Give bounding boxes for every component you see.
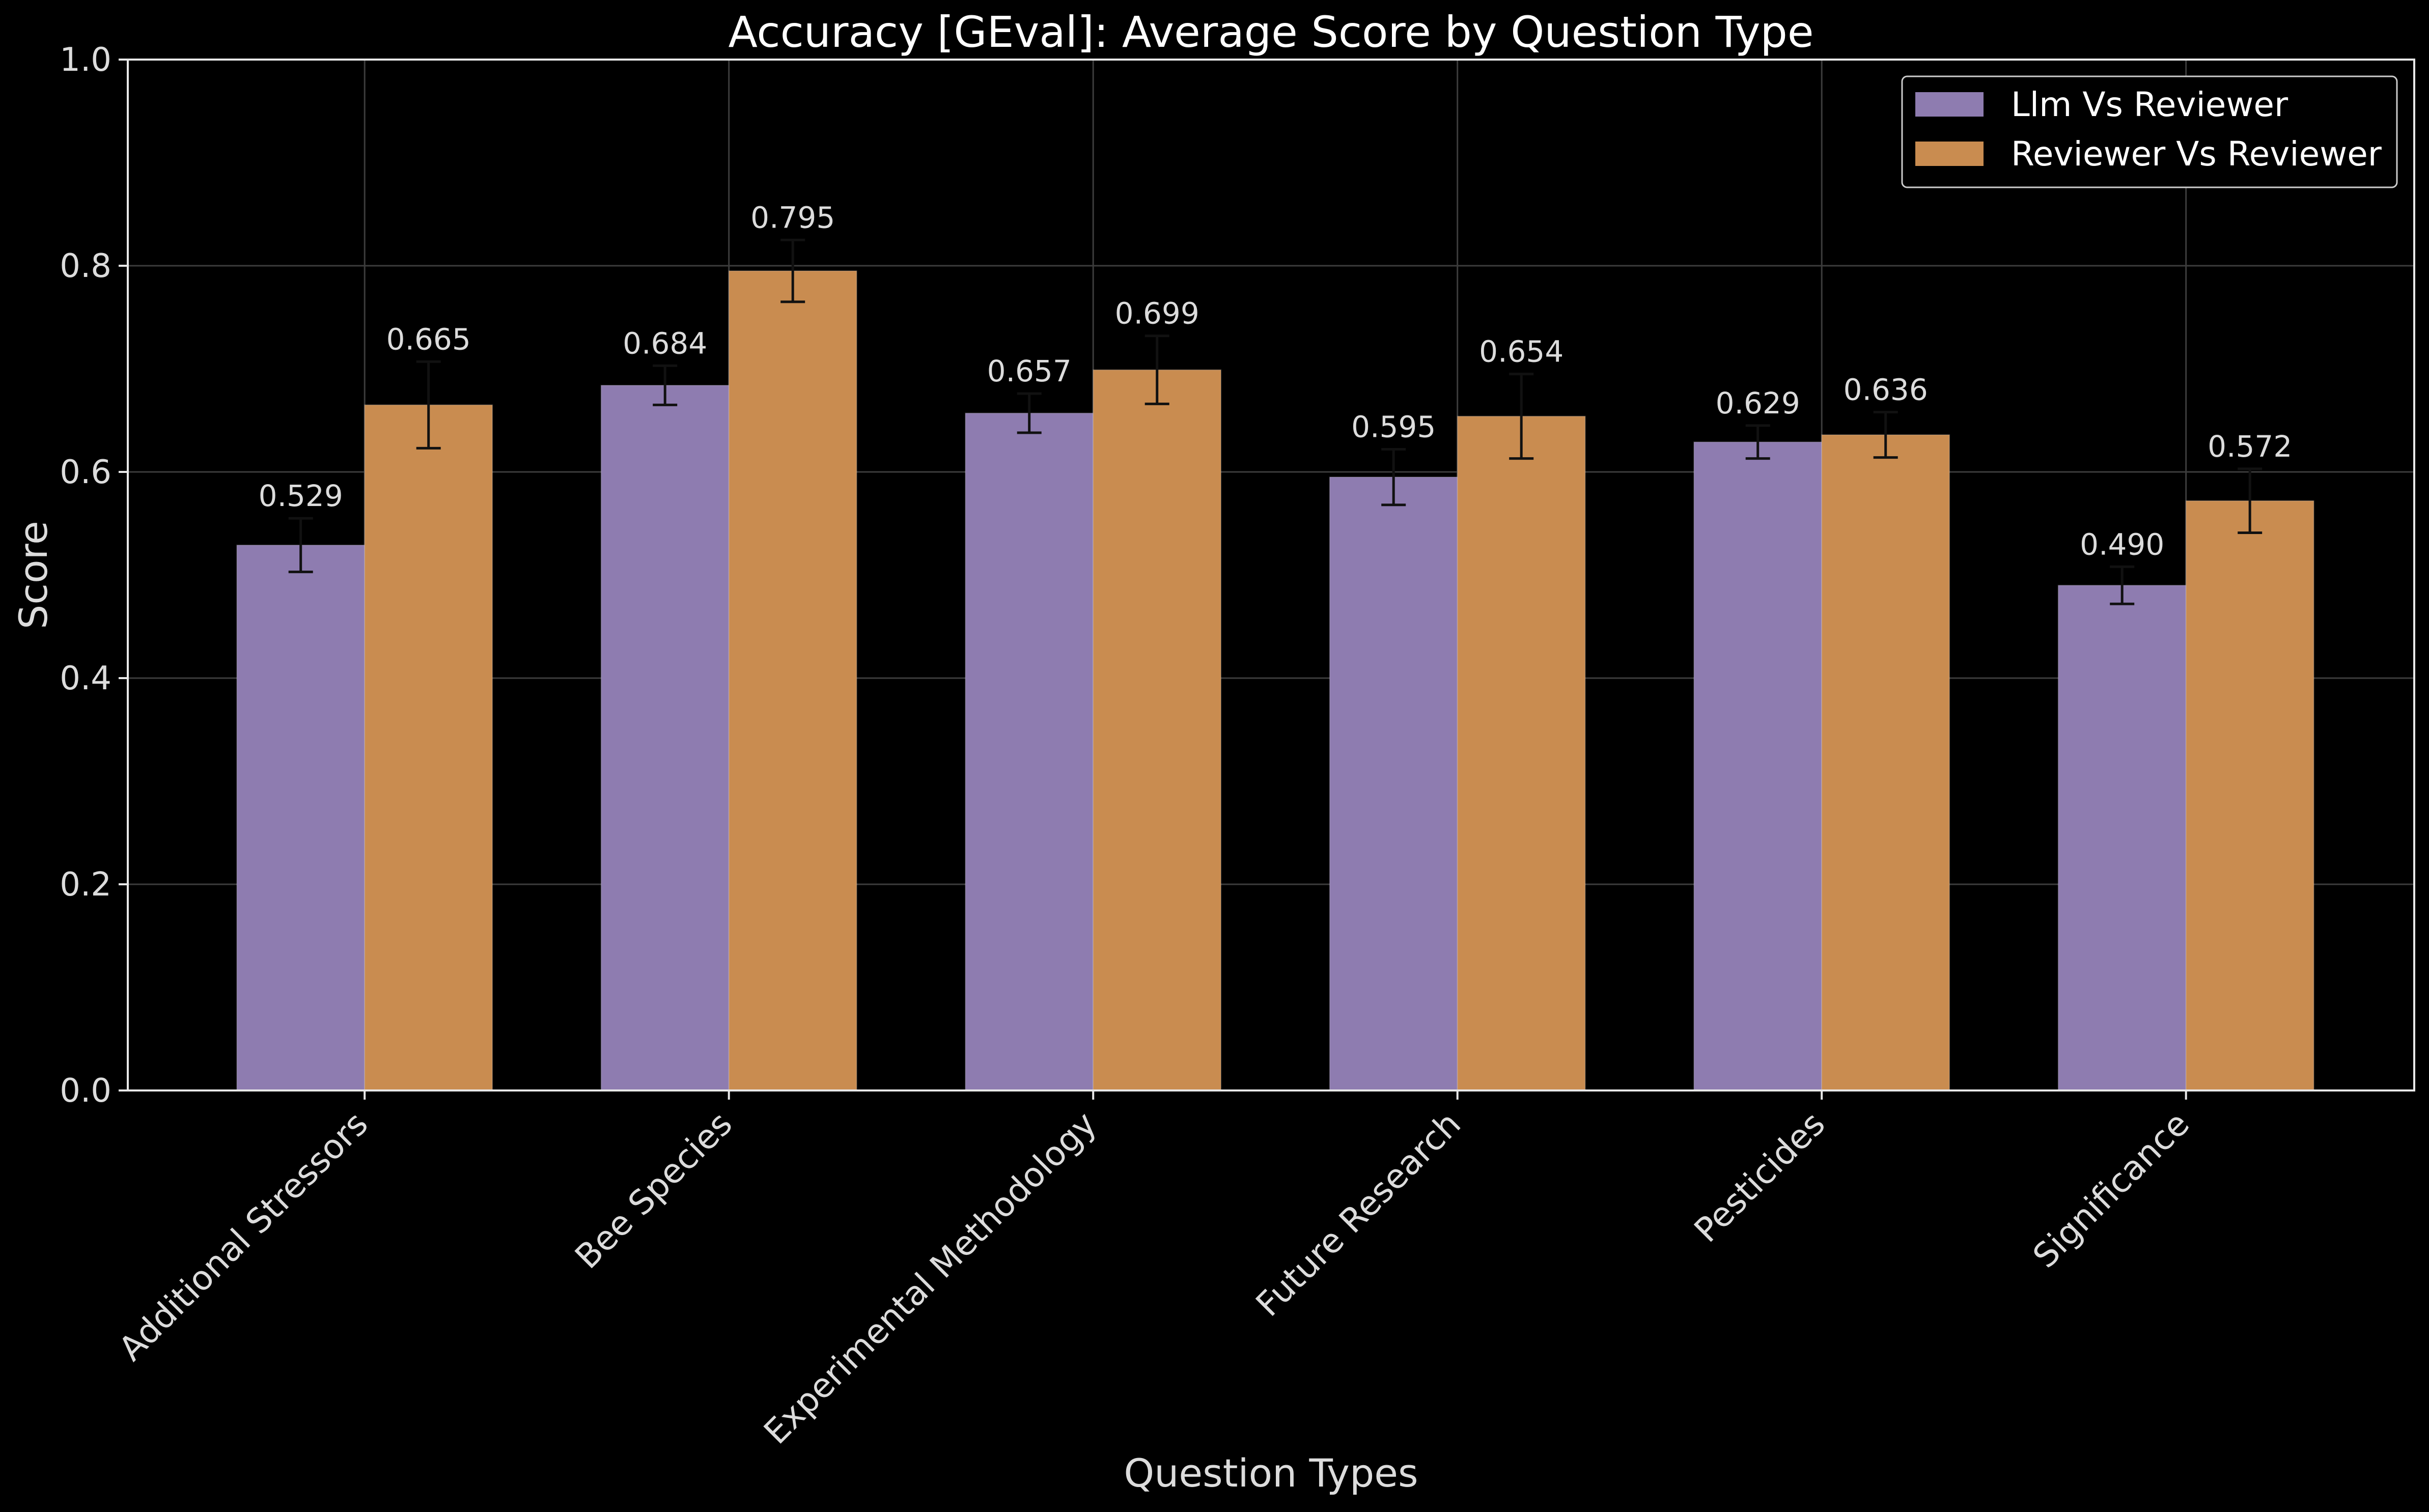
data-label-reviewer-vs-reviewer-significance: 0.572	[2208, 429, 2292, 464]
bar-llm-vs-reviewer-future-research	[1329, 477, 1458, 1091]
bar-reviewer-vs-reviewer-additional-stressors	[364, 404, 493, 1091]
bar-reviewer-vs-reviewer-experimental-methodology	[1093, 369, 1222, 1091]
y-axis-label: Score	[11, 521, 56, 629]
data-label-reviewer-vs-reviewer-bee-species: 0.795	[750, 200, 835, 235]
plot-frame	[127, 59, 2415, 1091]
legend-swatch-llm-vs-reviewer	[1915, 92, 1984, 117]
bar-llm-vs-reviewer-pesticides	[1693, 441, 1823, 1091]
x-axis-label: Question Types	[1124, 1450, 1418, 1496]
y-tick-label: 0.8	[60, 247, 111, 285]
data-label-llm-vs-reviewer-pesticides: 0.629	[1716, 386, 1800, 421]
data-label-llm-vs-reviewer-bee-species: 0.684	[623, 326, 707, 360]
bars	[236, 270, 2314, 1091]
data-label-reviewer-vs-reviewer-additional-stressors: 0.665	[386, 322, 471, 356]
bar-reviewer-vs-reviewer-bee-species	[728, 270, 857, 1091]
y-tick-label: 0.6	[60, 454, 111, 491]
data-labels: 0.529 0.684 0.657 0.595 0.629 0.490 0.665 0.795…	[259, 200, 2293, 562]
bar-llm-vs-reviewer-additional-stressors	[236, 544, 366, 1091]
legend-swatch-reviewer-vs-reviewer	[1915, 142, 1984, 166]
y-tick-label: 0.0	[60, 1072, 111, 1110]
data-label-reviewer-vs-reviewer-experimental-methodology: 0.699	[1115, 296, 1199, 331]
data-label-llm-vs-reviewer-significance: 0.490	[2080, 527, 2164, 562]
y-axis-ticks: 0.0 0.2 0.4 0.6 0.8 1.0	[60, 41, 128, 1110]
error-bars	[288, 238, 2263, 605]
chart-title: Accuracy [GEval]: Average Score by Quest…	[728, 7, 1813, 57]
legend-box	[1901, 75, 2398, 188]
bar-llm-vs-reviewer-significance	[2057, 584, 2187, 1091]
bar-llm-vs-reviewer-bee-species	[600, 384, 730, 1091]
data-label-reviewer-vs-reviewer-future-research: 0.654	[1479, 334, 1564, 369]
legend: Llm Vs Reviewer Reviewer Vs Reviewer	[1901, 75, 2398, 188]
y-tick-label: 0.2	[60, 866, 111, 904]
bar-reviewer-vs-reviewer-pesticides	[1821, 434, 1950, 1091]
bar-llm-vs-reviewer-experimental-methodology	[965, 412, 1094, 1091]
y-tick-label: 1.0	[60, 41, 111, 79]
y-tick-label: 0.4	[60, 660, 111, 697]
data-label-llm-vs-reviewer-future-research: 0.595	[1351, 409, 1436, 444]
legend-label-llm-vs-reviewer: Llm Vs Reviewer	[2011, 85, 2288, 124]
legend-label-reviewer-vs-reviewer: Reviewer Vs Reviewer	[2011, 134, 2382, 174]
data-label-llm-vs-reviewer-experimental-methodology: 0.657	[987, 354, 1072, 388]
data-label-llm-vs-reviewer-additional-stressors: 0.529	[259, 479, 343, 513]
data-label-reviewer-vs-reviewer-pesticides: 0.636	[1844, 373, 1928, 407]
bar-reviewer-vs-reviewer-significance	[2185, 500, 2314, 1091]
bar-reviewer-vs-reviewer-future-research	[1457, 415, 1586, 1091]
